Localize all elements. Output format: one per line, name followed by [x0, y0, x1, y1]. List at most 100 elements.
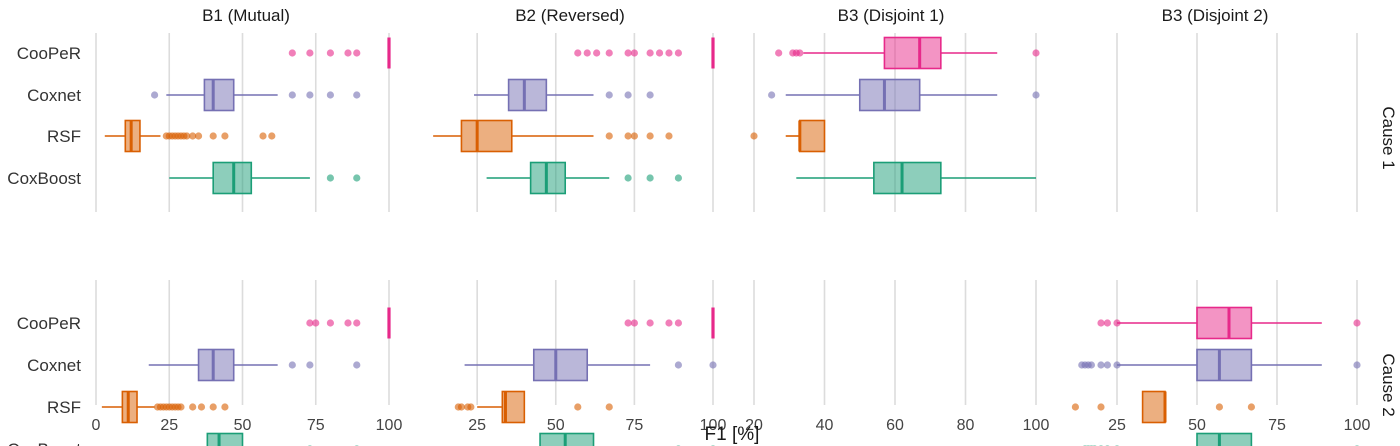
panel-row2-col2	[454, 307, 717, 446]
outlier-point	[1103, 319, 1111, 327]
x-tick-label: 75	[307, 417, 325, 434]
outlier-point	[646, 132, 654, 140]
outlier-point	[775, 49, 783, 57]
outlier-point	[1087, 361, 1095, 369]
outlier-point	[306, 91, 314, 99]
outlier-point	[674, 174, 683, 182]
iqr-box	[883, 36, 942, 70]
column-strip-titles: B1 (Mutual) B2 (Reversed) B3 (Disjoint 1…	[202, 6, 1268, 25]
outlier-point	[1097, 319, 1105, 327]
strip-title-b2: B2 (Reversed)	[515, 6, 625, 25]
y-label-coxboost: CoxBoost	[7, 169, 81, 188]
outlier-point	[583, 49, 591, 57]
x-tick-label: 25	[1108, 417, 1126, 434]
iqr-box	[501, 390, 526, 424]
outlier-point	[353, 49, 361, 57]
x-tick-label: 100	[1344, 417, 1371, 434]
outlier-point	[605, 91, 613, 99]
outlier-point	[151, 91, 159, 99]
outlier-point	[353, 319, 361, 327]
y-label-rsf: RSF	[47, 127, 81, 146]
outlier-point	[1113, 361, 1121, 369]
outlier-point	[605, 49, 613, 57]
panel-row2-col4	[1071, 306, 1361, 446]
box-cooper	[1097, 306, 1361, 340]
outlier-point	[1032, 49, 1040, 57]
strip-title-b1: B1 (Mutual)	[202, 6, 290, 25]
x-tick-label: 50	[234, 417, 252, 434]
outlier-point	[796, 49, 804, 57]
iqr-box	[1196, 348, 1253, 382]
strip-title-cause-2: Cause 2	[1379, 353, 1398, 416]
outlier-point	[665, 319, 673, 327]
x-tick-label: 20	[745, 417, 763, 434]
strip-title-cause-1: Cause 1	[1379, 106, 1398, 169]
outlier-point	[593, 49, 601, 57]
box-cooper	[288, 37, 391, 69]
outlier-point	[306, 361, 314, 369]
outlier-point	[646, 319, 654, 327]
outlier-point	[326, 49, 334, 57]
box-cooper	[624, 307, 715, 339]
panel-row1-col2	[433, 37, 715, 195]
iqr-box	[799, 119, 826, 153]
y-label-rsf: RSF	[47, 398, 81, 417]
outlier-point	[209, 403, 217, 411]
outlier-point	[1032, 91, 1040, 99]
y-label-cooper: CooPeR	[17, 44, 81, 63]
panel-row1-col1	[104, 37, 391, 195]
panel-row1-col3	[750, 36, 1040, 195]
outlier-point	[326, 319, 334, 327]
outlier-point	[288, 49, 296, 57]
outlier-point	[768, 91, 776, 99]
outlier-point	[1113, 319, 1121, 327]
box-rsf	[101, 390, 229, 424]
box-coxnet	[151, 78, 361, 112]
strip-title-b3-disjoint-2: B3 (Disjoint 2)	[1162, 6, 1269, 25]
outlier-point	[1071, 403, 1079, 411]
y-label-coxboost: CoxBoost	[7, 440, 81, 446]
x-tick-label: 25	[160, 417, 178, 434]
iqr-box	[1196, 306, 1253, 340]
outlier-point	[189, 403, 197, 411]
plot-layer: 0 25 50 75 100 25 50 75 100 20 40 60 80 100 25 50 75 100 C…	[7, 33, 1370, 446]
outlier-point	[624, 49, 632, 57]
x-tick-label: 75	[625, 417, 643, 434]
box-coxboost	[206, 432, 359, 446]
x-tick-label: 0	[92, 417, 101, 434]
x-tick-label: 100	[376, 417, 403, 434]
outlier-point	[709, 361, 717, 369]
outlier-point	[750, 132, 758, 140]
box-coxboost	[1083, 432, 1359, 446]
outlier-point	[177, 403, 185, 411]
outlier-point	[183, 132, 191, 140]
outlier-point	[1097, 403, 1105, 411]
outlier-point	[1103, 361, 1111, 369]
outlier-point	[624, 319, 632, 327]
box-coxnet	[148, 348, 361, 382]
outlier-point	[457, 403, 466, 411]
box-coxboost	[539, 432, 715, 446]
box-rsf	[433, 119, 673, 153]
box-rsf	[1071, 390, 1255, 424]
outlier-point	[624, 174, 632, 182]
iqr-box	[1141, 390, 1166, 424]
iqr-box	[460, 119, 513, 153]
box-coxnet	[464, 348, 717, 382]
x-tick-label: 25	[468, 417, 486, 434]
outlier-point	[646, 49, 654, 57]
outlier-point	[189, 132, 197, 140]
outlier-point	[306, 49, 314, 57]
box-cooper	[574, 37, 715, 69]
y-label-cooper: CooPeR	[17, 314, 81, 333]
box-rsf	[454, 390, 613, 424]
outlier-point	[605, 132, 613, 140]
iqr-box	[507, 78, 548, 112]
strip-title-b3-disjoint-1: B3 (Disjoint 1)	[838, 6, 945, 25]
gridlines-column-1	[95, 33, 390, 405]
outlier-point	[674, 319, 683, 327]
iqr-box	[1196, 432, 1253, 446]
outlier-point	[655, 49, 664, 57]
outlier-point	[326, 91, 334, 99]
box-rsf	[750, 119, 826, 153]
